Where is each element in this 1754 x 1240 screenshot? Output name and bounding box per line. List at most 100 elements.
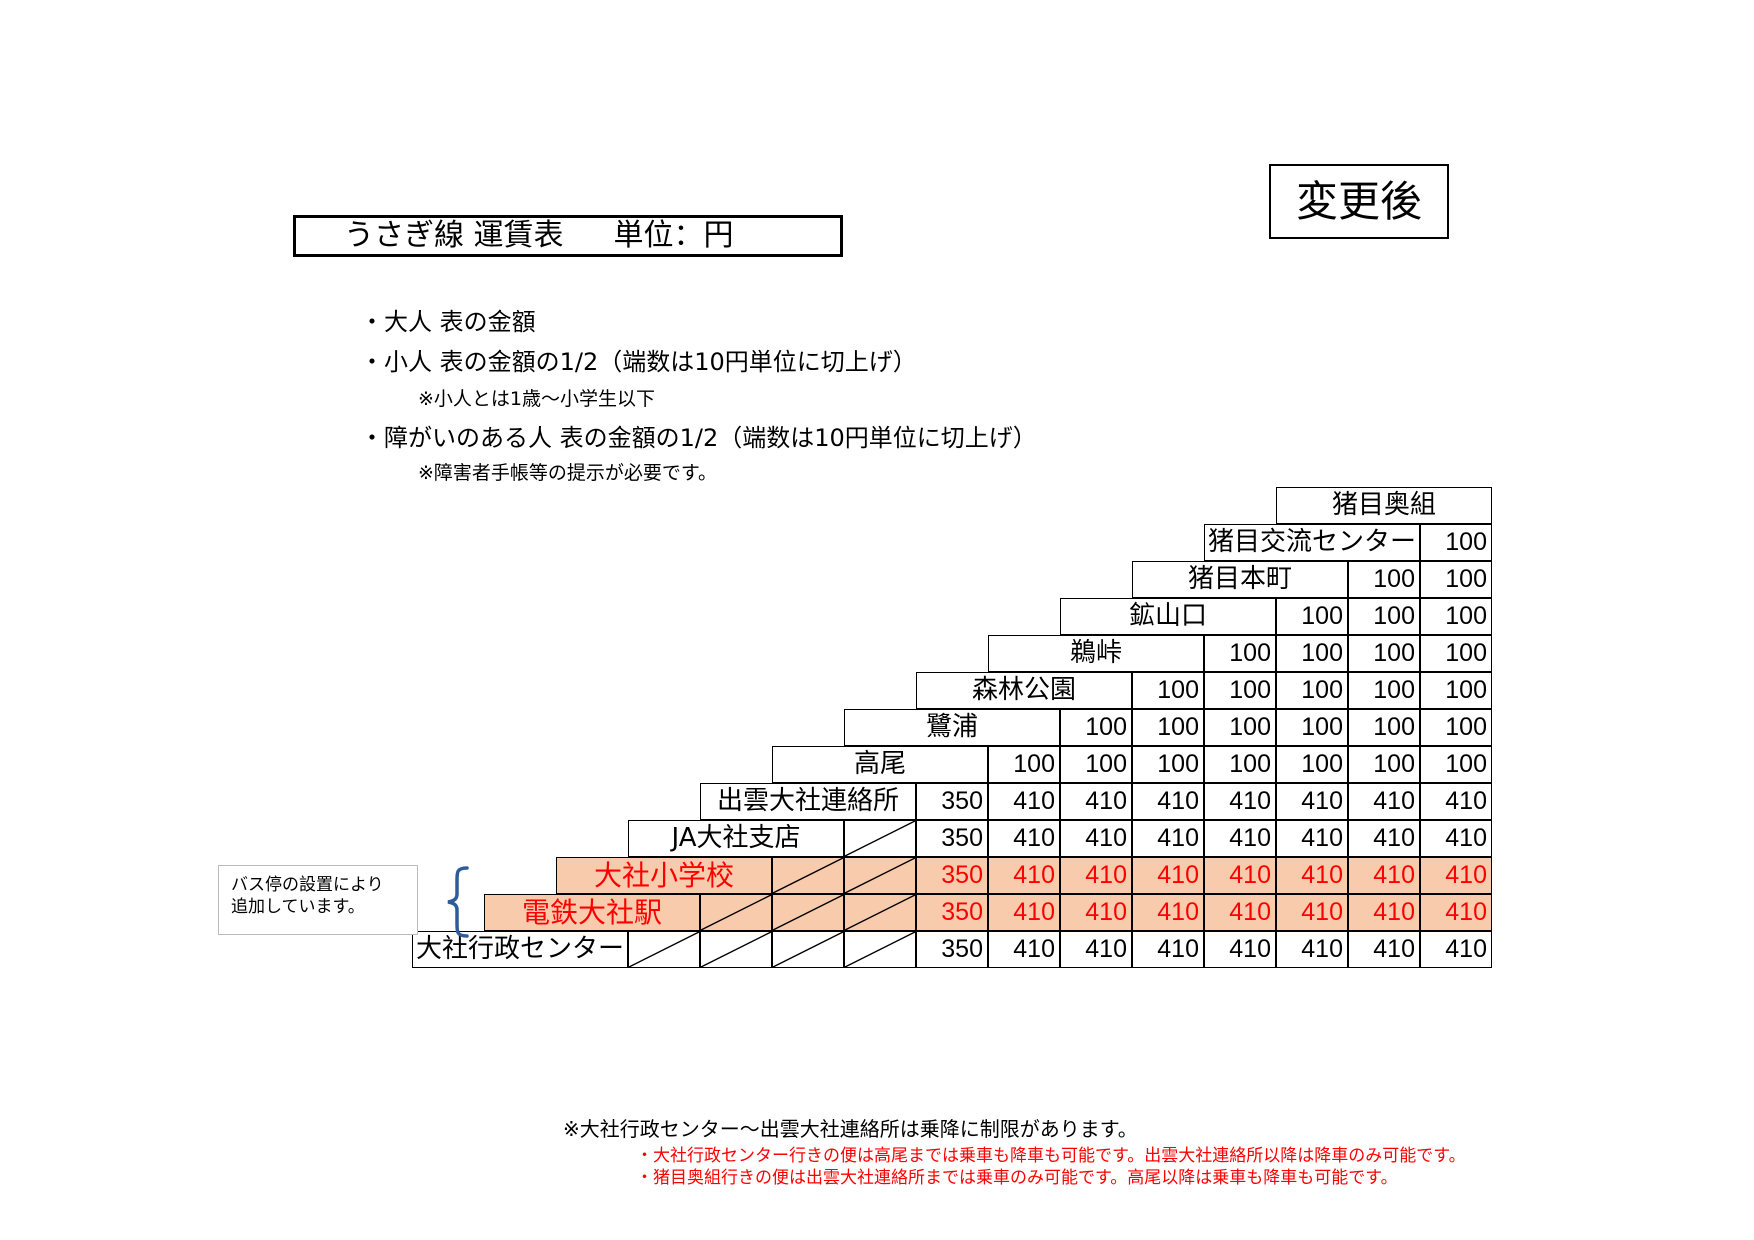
fare-table-title: うさぎ線 運賃表 単位：円 [293, 215, 843, 257]
fare-cell: 410 [988, 857, 1060, 894]
fare-cell: 410 [1420, 783, 1492, 820]
fare-cell: 350 [916, 783, 988, 820]
fare-cell: 410 [988, 783, 1060, 820]
fare-cell: 100 [1420, 746, 1492, 783]
fare-cell: 410 [1132, 820, 1204, 857]
note-child: ・小人 表の金額の1/2（端数は10円単位に切上げ） [360, 348, 917, 376]
fare-cell: 100 [1276, 746, 1348, 783]
fare-cell: 100 [1420, 635, 1492, 672]
fare-cell: 410 [1276, 894, 1348, 931]
stop-label: 高尾 [772, 746, 988, 783]
title-text: うさぎ線 運賃表 [344, 218, 564, 253]
after-change-badge: 変更後 [1269, 164, 1449, 239]
fare-cell: 410 [1420, 931, 1492, 968]
fare-cell: 410 [1348, 894, 1420, 931]
fare-cell: 410 [1060, 894, 1132, 931]
footnote-red-1: ・大社行政センター行きの便は高尾までは乗車も降車も可能です。出雲大社連絡所以降は… [636, 1146, 1466, 1166]
fare-cell: 100 [1276, 672, 1348, 709]
stop-label: 鉱山口 [1060, 598, 1276, 635]
fare-cell: 350 [916, 931, 988, 968]
stop-label: 猪目交流センター [1204, 524, 1420, 561]
fare-cell: 410 [1420, 857, 1492, 894]
callout-line-2: 追加しています。 [231, 897, 365, 917]
no-fare-cell [772, 931, 844, 968]
fare-cell: 410 [1132, 931, 1204, 968]
fare-cell: 100 [1420, 709, 1492, 746]
callout-line-1: バス停の設置により [231, 875, 384, 895]
fare-cell: 410 [1060, 931, 1132, 968]
fare-cell: 410 [1348, 931, 1420, 968]
stop-label: 鷺浦 [844, 709, 1060, 746]
stop-label: JA大社支店 [628, 820, 844, 857]
note-disabled: ・障がいのある人 表の金額の1/2（端数は10円単位に切上げ） [360, 424, 1037, 452]
no-fare-cell [628, 931, 700, 968]
fare-cell: 410 [1204, 820, 1276, 857]
fare-cell: 410 [1348, 820, 1420, 857]
fare-cell: 410 [1276, 931, 1348, 968]
fare-cell: 410 [1204, 783, 1276, 820]
stop-label: 大社小学校 [556, 857, 772, 894]
fare-cell: 410 [1060, 783, 1132, 820]
footnote-main: ※大社行政センター～出雲大社連絡所は乗降に制限があります。 [563, 1117, 1138, 1141]
stop-label: 大社行政センター [412, 931, 628, 968]
fare-cell: 100 [1420, 524, 1492, 561]
fare-cell: 410 [1420, 820, 1492, 857]
no-fare-cell [772, 857, 844, 894]
fare-cell: 410 [1348, 783, 1420, 820]
fare-cell: 410 [1276, 820, 1348, 857]
no-fare-cell [772, 894, 844, 931]
stop-label: 猪目奥組 [1276, 487, 1492, 524]
brace-icon [445, 866, 471, 942]
fare-cell: 410 [1204, 894, 1276, 931]
fare-cell: 100 [1420, 598, 1492, 635]
fare-cell: 100 [1420, 561, 1492, 598]
fare-cell: 410 [1276, 857, 1348, 894]
fare-cell: 100 [1276, 635, 1348, 672]
fare-cell: 100 [1060, 709, 1132, 746]
stop-label: 森林公園 [916, 672, 1132, 709]
fare-cell: 100 [1348, 672, 1420, 709]
no-fare-cell [844, 820, 916, 857]
no-fare-cell [844, 894, 916, 931]
no-fare-cell [700, 894, 772, 931]
footnote-red-2: ・猪目奥組行きの便は出雲大社連絡所までは乗車のみ可能です。高尾以降は乗車も降車も… [636, 1168, 1398, 1188]
fare-cell: 410 [1132, 783, 1204, 820]
note-child-detail: ※小人とは1歳～小学生以下 [418, 388, 656, 410]
fare-cell: 100 [1204, 746, 1276, 783]
stop-label: 出雲大社連絡所 [700, 783, 916, 820]
fare-cell: 100 [1348, 561, 1420, 598]
note-disabled-detail: ※障害者手帳等の提示が必要です。 [418, 462, 718, 484]
note-adult: ・大人 表の金額 [360, 308, 536, 336]
fare-cell: 100 [1060, 746, 1132, 783]
fare-cell: 410 [1204, 857, 1276, 894]
fare-cell: 350 [916, 857, 988, 894]
unit-text: 単位：円 [613, 218, 734, 253]
stop-label: 電鉄大社駅 [484, 894, 700, 931]
fare-cell: 100 [1348, 598, 1420, 635]
fare-cell: 410 [1348, 857, 1420, 894]
fare-cell: 350 [916, 820, 988, 857]
added-stops-callout: バス停の設置により 追加しています。 [218, 865, 418, 935]
stop-label: 鵜峠 [988, 635, 1204, 672]
no-fare-cell [700, 931, 772, 968]
fare-cell: 410 [1060, 820, 1132, 857]
fare-cell: 100 [1276, 598, 1348, 635]
fare-cell: 410 [1276, 783, 1348, 820]
fare-cell: 100 [1204, 635, 1276, 672]
fare-cell: 100 [1276, 709, 1348, 746]
fare-cell: 410 [988, 820, 1060, 857]
fare-cell: 410 [1132, 894, 1204, 931]
fare-cell: 410 [988, 894, 1060, 931]
fare-cell: 100 [988, 746, 1060, 783]
no-fare-cell [844, 931, 916, 968]
fare-cell: 100 [1420, 672, 1492, 709]
stop-label: 猪目本町 [1132, 561, 1348, 598]
fare-cell: 100 [1132, 672, 1204, 709]
fare-cell: 100 [1132, 709, 1204, 746]
fare-cell: 410 [1060, 857, 1132, 894]
fare-cell: 350 [916, 894, 988, 931]
fare-cell: 410 [1204, 931, 1276, 968]
fare-cell: 100 [1348, 709, 1420, 746]
fare-cell: 410 [988, 931, 1060, 968]
fare-cell: 100 [1204, 672, 1276, 709]
